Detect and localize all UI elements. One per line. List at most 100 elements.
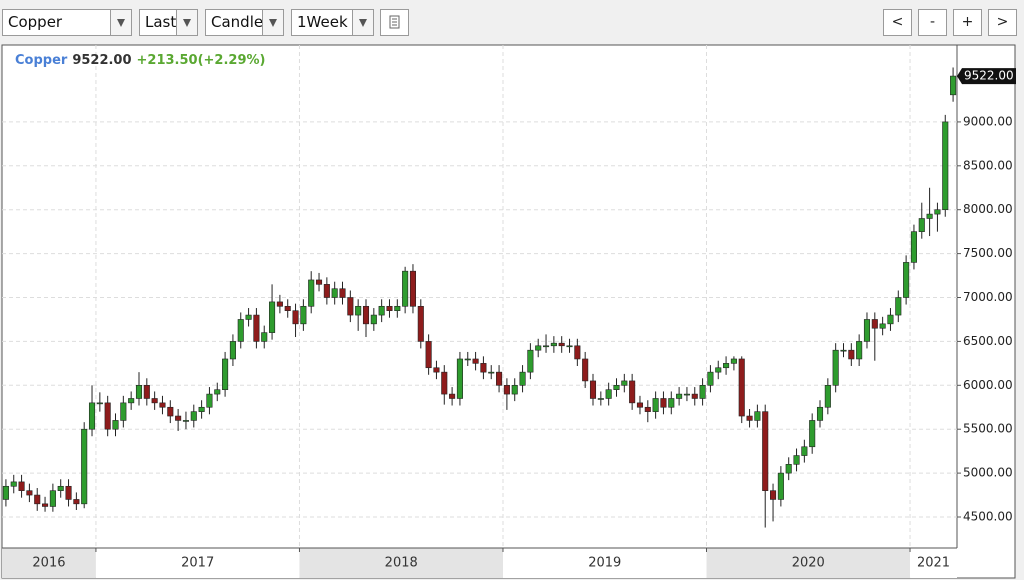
candle-body (81, 428, 88, 505)
chart-frame (1, 44, 1016, 579)
candle-body (112, 420, 119, 430)
candle-body (644, 406, 651, 412)
y-tick-label: 9000.00 (963, 114, 1013, 128)
y-tick-label: 7000.00 (963, 290, 1013, 304)
y-tick-label: 5500.00 (963, 422, 1013, 436)
y-tick-label: 7500.00 (963, 246, 1013, 260)
candle-body (762, 411, 769, 491)
candle-body (613, 385, 620, 390)
candle-body (824, 385, 831, 408)
field-dropdown[interactable]: Last (139, 9, 198, 36)
table-icon (389, 15, 400, 29)
candle-body (308, 279, 315, 307)
style-text: Candle (211, 13, 264, 31)
dropdown-arrow (352, 10, 373, 35)
candle-body (417, 305, 424, 342)
candle-body (566, 345, 573, 348)
candle-body (629, 380, 636, 404)
y-tick-label: 8000.00 (963, 202, 1013, 216)
candle-body (660, 398, 667, 408)
candle-body (34, 494, 41, 505)
candle-body (104, 402, 111, 430)
y-tick-label: 6000.00 (963, 378, 1013, 392)
candle-body (143, 385, 150, 399)
candle-body (574, 345, 581, 360)
period-dropdown[interactable]: 1Week (291, 9, 374, 36)
candle-body (456, 358, 463, 399)
year-band (502, 548, 707, 578)
candle-body (441, 371, 448, 395)
year-band (910, 548, 957, 578)
candle-body (276, 301, 283, 307)
quote-name: Copper (15, 53, 68, 68)
candle-body (856, 341, 863, 360)
year-band (706, 548, 911, 578)
candle-body (535, 345, 542, 351)
candle-body (668, 398, 675, 408)
candle-body (723, 363, 730, 369)
symbol-dropdown[interactable]: Copper (2, 9, 132, 36)
candle-body (895, 297, 902, 316)
x-tick-label: 2018 (385, 556, 418, 571)
year-band (2, 548, 96, 578)
candle-body (425, 341, 432, 369)
nav-button[interactable]: > (988, 9, 1017, 36)
candle-body (347, 297, 354, 316)
candle-body (715, 367, 722, 373)
candle-body (18, 481, 25, 491)
candle-body (699, 385, 706, 399)
candle-body (707, 371, 714, 386)
x-tick-label: 2019 (588, 556, 621, 571)
x-tick-label: 2017 (181, 556, 214, 571)
x-tick-label: 2016 (32, 556, 65, 571)
x-tick-label: 2021 (917, 556, 950, 571)
candle-body (339, 288, 346, 298)
dropdown-arrow (176, 10, 197, 35)
candle-body (128, 398, 135, 404)
candle-body (198, 406, 205, 412)
candle-body (801, 446, 808, 456)
candle-body (816, 406, 824, 421)
candle-body (848, 349, 855, 360)
candle-body (323, 284, 330, 298)
candle-body (300, 305, 307, 325)
candle-body (190, 411, 197, 421)
candle-body (903, 262, 910, 298)
candle-body (159, 402, 166, 408)
candle-body (370, 314, 377, 325)
candle-body (942, 121, 949, 211)
nav-button[interactable]: < (883, 9, 912, 36)
candle-body (409, 270, 417, 307)
candle-body (676, 393, 683, 399)
candle-body (175, 415, 182, 421)
candle-body (292, 310, 299, 325)
nav-button[interactable]: + (953, 9, 982, 36)
candle-body (214, 389, 221, 395)
candle-body (96, 402, 103, 405)
candle-body (770, 490, 777, 500)
candle-body (49, 490, 56, 507)
candle-body (2, 485, 9, 500)
candle-body (809, 420, 816, 448)
candle-body (65, 485, 72, 500)
candle-body (253, 314, 260, 342)
field-text: Last (145, 13, 177, 31)
candle-body (597, 398, 604, 400)
candle-body (449, 393, 456, 399)
candle-body (527, 349, 534, 373)
candle-body (378, 305, 385, 316)
nav-button[interactable]: - (918, 9, 947, 36)
candle-body (120, 402, 127, 421)
style-dropdown[interactable]: Candle (205, 9, 284, 36)
dropdown-arrow (262, 10, 283, 35)
candle-body (206, 393, 213, 408)
quote-header: Copper 9522.00 +213.50(+2.29%) (15, 53, 265, 68)
candle-body (472, 358, 479, 364)
table-button[interactable] (380, 9, 409, 36)
y-tick-label: 6500.00 (963, 334, 1013, 348)
candle-body (433, 367, 440, 373)
candle-body (871, 319, 878, 329)
candle-body (284, 305, 291, 311)
candle-body (918, 218, 925, 232)
candle-body (636, 402, 644, 408)
